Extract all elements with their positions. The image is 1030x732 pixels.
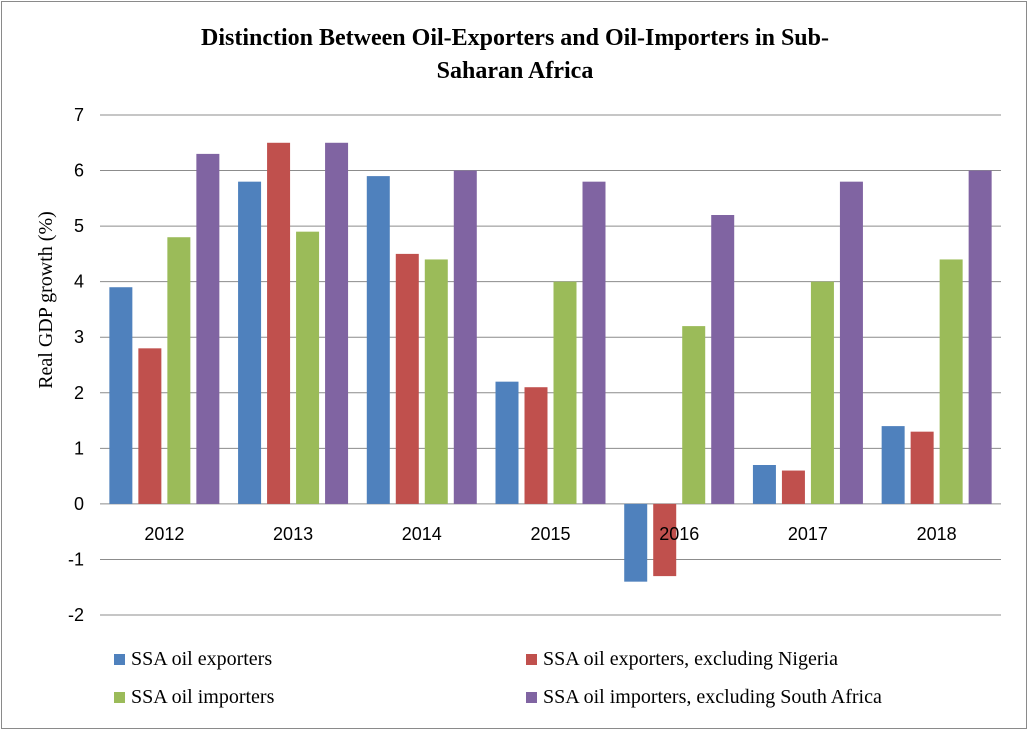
category-label: 2013 bbox=[273, 524, 313, 544]
category-label: 2012 bbox=[144, 524, 184, 544]
bar bbox=[968, 170, 992, 504]
y-tick-label: 1 bbox=[74, 438, 84, 458]
bar bbox=[495, 381, 519, 504]
bar bbox=[810, 281, 834, 504]
bar bbox=[910, 431, 934, 504]
bar bbox=[109, 287, 133, 504]
y-tick-label: -2 bbox=[68, 605, 84, 625]
y-tick-label: 5 bbox=[74, 216, 84, 236]
category-labels: 2012 2013 2014 2015 2016 2017 2018 bbox=[144, 524, 956, 544]
y-axis-label: Real GDP growth (%) bbox=[35, 211, 57, 389]
y-tick-label: 4 bbox=[74, 272, 84, 292]
bar bbox=[424, 259, 448, 504]
bar bbox=[682, 326, 706, 504]
bar bbox=[781, 470, 805, 504]
y-tick-label: 3 bbox=[74, 327, 84, 347]
bar bbox=[553, 281, 577, 504]
category-label: 2015 bbox=[530, 524, 570, 544]
category-label: 2018 bbox=[917, 524, 957, 544]
chart-title-line-2: Saharan Africa bbox=[436, 58, 594, 84]
y-tick-label: 6 bbox=[74, 161, 84, 181]
bar bbox=[752, 465, 776, 504]
bar bbox=[238, 181, 262, 504]
y-tick-label: 7 bbox=[74, 105, 84, 125]
bar bbox=[366, 176, 390, 504]
bar bbox=[839, 181, 863, 504]
bar bbox=[711, 215, 735, 504]
bar bbox=[653, 503, 677, 577]
bar bbox=[138, 348, 162, 504]
bar bbox=[881, 426, 905, 504]
y-tick-label: -1 bbox=[68, 549, 84, 569]
bar bbox=[267, 142, 291, 504]
chart-title-line-1: Distinction Between Oil-Exporters and Oi… bbox=[201, 25, 829, 51]
bars bbox=[109, 142, 992, 582]
category-label: 2014 bbox=[402, 524, 442, 544]
bar bbox=[167, 237, 191, 504]
bar bbox=[196, 153, 220, 504]
y-tick-label: 2 bbox=[74, 383, 84, 403]
y-tick-label: 0 bbox=[74, 494, 84, 514]
bar bbox=[624, 503, 648, 582]
chart-title: Distinction Between Oil-Exporters and Oi… bbox=[0, 22, 1030, 88]
bar bbox=[325, 142, 349, 504]
category-label: 2017 bbox=[788, 524, 828, 544]
category-label: 2016 bbox=[659, 524, 699, 544]
bar bbox=[395, 253, 419, 504]
bar bbox=[296, 231, 320, 504]
y-tick-labels: -2 -1 0 1 2 3 4 5 6 7 bbox=[68, 105, 84, 625]
bar bbox=[939, 259, 963, 504]
bar bbox=[453, 170, 477, 504]
bar bbox=[582, 181, 606, 504]
bar bbox=[524, 387, 548, 504]
